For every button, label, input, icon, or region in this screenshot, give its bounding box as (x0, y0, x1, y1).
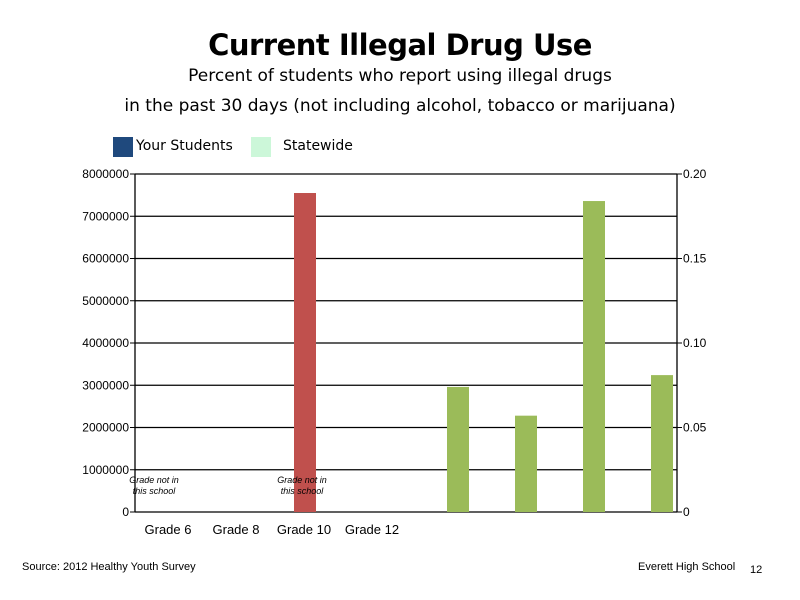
legend-swatch-statewide (251, 137, 271, 157)
category-label-3: Grade 12 (345, 522, 399, 537)
annotation-1-line-1: this school (281, 486, 325, 496)
chart-title: Current Illegal Drug Use (208, 28, 592, 62)
left-tick-label-2: 2000000 (82, 421, 129, 435)
source-note: Source: 2012 Healthy Youth Survey (22, 561, 196, 573)
left-tick-label-3: 3000000 (82, 378, 129, 392)
left-tick-label-5: 5000000 (82, 294, 129, 308)
chart-subtitle-line-1: Percent of students who report using ill… (188, 66, 612, 86)
bar-3 (583, 201, 605, 513)
annotation-0-line-0: Grade not in (129, 475, 179, 485)
bar-4 (651, 375, 673, 512)
annotation-1-line-0: Grade not in (277, 475, 327, 485)
category-label-1: Grade 8 (213, 522, 260, 537)
bar-2 (515, 415, 537, 512)
category-label-0: Grade 6 (145, 522, 192, 537)
school-name: Everett High School (638, 561, 736, 573)
bar-0 (294, 193, 316, 512)
left-tick-label-1: 1000000 (82, 463, 129, 477)
left-tick-label-7: 7000000 (82, 209, 129, 223)
right-tick-label-4: 0.20 (683, 167, 707, 181)
left-tick-label-4: 4000000 (82, 336, 129, 350)
legend-swatch-your-students (113, 137, 133, 157)
left-tick-label-0: 0 (122, 505, 129, 519)
right-tick-label-1: 0.05 (683, 421, 707, 435)
page-number: 12 (750, 564, 763, 576)
chart-subtitle-line-2: in the past 30 days (not including alcoh… (124, 96, 676, 116)
right-tick-label-0: 0 (683, 505, 690, 519)
legend-label-statewide: Statewide (283, 138, 353, 154)
bar-1 (447, 386, 469, 512)
right-tick-label-2: 0.10 (683, 336, 707, 350)
left-tick-label-8: 8000000 (82, 167, 129, 181)
legend-label-your-students: Your Students (136, 138, 233, 154)
left-tick-label-6: 6000000 (82, 252, 129, 266)
category-label-2: Grade 10 (277, 522, 331, 537)
annotation-0-line-1: this school (133, 486, 177, 496)
right-tick-label-3: 0.15 (683, 252, 707, 266)
